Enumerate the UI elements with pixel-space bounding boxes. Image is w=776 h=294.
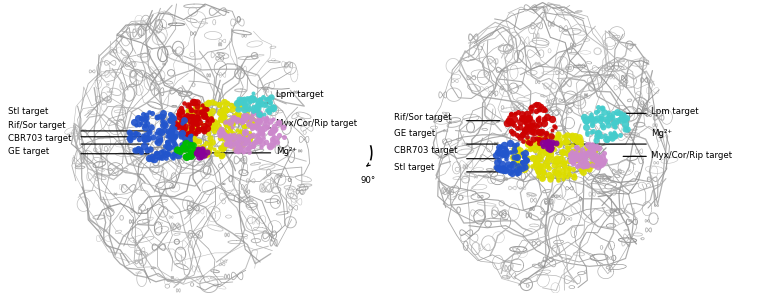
Text: GE target: GE target	[394, 129, 435, 138]
Text: Lpm target: Lpm target	[651, 107, 699, 116]
Text: Myx/Cor/Rip target: Myx/Cor/Rip target	[275, 119, 357, 128]
Text: Mg²⁺: Mg²⁺	[275, 148, 296, 156]
Text: 90°: 90°	[360, 176, 376, 185]
Text: CBR703 target: CBR703 target	[394, 146, 458, 155]
Text: StI target: StI target	[394, 163, 435, 172]
Text: Mg²⁺: Mg²⁺	[651, 129, 673, 138]
Text: CBR703 target: CBR703 target	[9, 134, 72, 143]
Text: Rif/Sor target: Rif/Sor target	[394, 113, 452, 122]
Text: GE target: GE target	[9, 147, 50, 156]
Text: Lpm target: Lpm target	[275, 90, 324, 99]
Text: StI target: StI target	[9, 107, 49, 116]
Text: Myx/Cor/Rip target: Myx/Cor/Rip target	[651, 151, 733, 160]
Text: Rif/Sor target: Rif/Sor target	[9, 121, 66, 130]
